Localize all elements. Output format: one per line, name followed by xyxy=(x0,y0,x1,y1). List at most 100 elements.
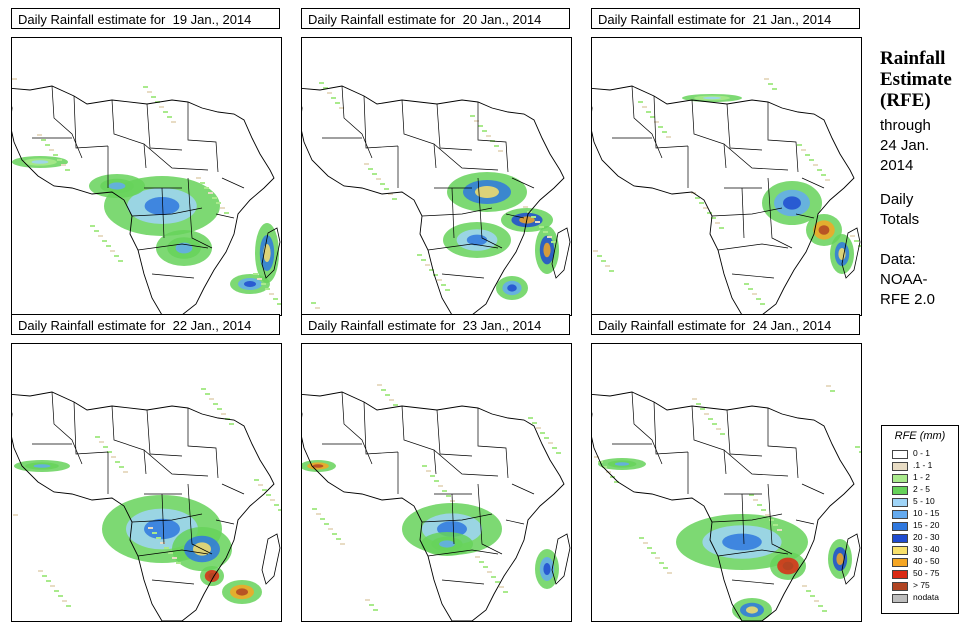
country-border xyxy=(215,213,235,219)
panel-24-jan: Daily Rainfall estimate for 24 Jan., 201… xyxy=(591,314,862,622)
source-line2: RFE 2.0 xyxy=(880,291,936,308)
legend-label: .1 - 1 xyxy=(913,460,933,470)
legend-label: 40 - 50 xyxy=(913,556,940,566)
madagascar-outline xyxy=(261,227,281,279)
country-border xyxy=(341,85,373,159)
panel-20-jan: Daily Rainfall estimate for 20 Jan., 201… xyxy=(301,8,572,316)
madagascar-outline xyxy=(261,533,281,585)
legend-swatch xyxy=(892,582,908,591)
country-border xyxy=(723,143,789,171)
panel-21-jan: Daily Rainfall estimate for 21 Jan., 201… xyxy=(591,8,862,316)
country-border xyxy=(421,207,493,217)
country-border xyxy=(741,493,745,545)
country-border xyxy=(73,401,109,455)
country-border xyxy=(51,85,83,159)
country-border xyxy=(433,449,499,477)
country-border xyxy=(711,207,783,217)
map-19-jan xyxy=(11,37,282,316)
rainfall-field xyxy=(12,78,281,305)
country-border xyxy=(151,579,195,585)
country-border xyxy=(131,513,203,523)
product-title-line3: (RFE) xyxy=(880,90,931,111)
through-date-line1: 24 Jan. xyxy=(880,137,930,154)
rainfall-field xyxy=(311,82,559,309)
panel-title: Daily Rainfall estimate for 21 Jan., 201… xyxy=(591,8,860,29)
country-border xyxy=(505,213,525,219)
madagascar-outline xyxy=(841,533,861,585)
legend-swatch xyxy=(892,498,908,507)
data-label: Data: xyxy=(880,251,916,268)
country-border xyxy=(451,493,455,545)
through-date: through 24 Jan. 2014 xyxy=(880,116,964,176)
rfe-legend: RFE (mm) 0 - 1 .1 - 1 1 - 2 2 - 5 5 - 10 10 -… xyxy=(881,425,959,614)
country-border xyxy=(215,519,235,525)
period-line2: Totals xyxy=(880,211,920,228)
legend-label: 0 - 1 xyxy=(913,448,931,458)
country-border xyxy=(111,99,147,169)
panel-19-jan: Daily Rainfall estimate for 19 Jan., 201… xyxy=(11,8,282,316)
madagascar-outline xyxy=(841,227,861,279)
country-border xyxy=(436,103,473,151)
country-border xyxy=(146,409,183,457)
country-border xyxy=(511,483,535,495)
country-border xyxy=(137,549,209,557)
period-line1: Daily xyxy=(880,191,914,208)
map-23-jan xyxy=(301,343,572,622)
country-border xyxy=(137,243,209,251)
rainfall-field xyxy=(594,385,861,621)
country-border xyxy=(143,449,209,477)
country-border xyxy=(441,579,485,585)
legend-label: 15 - 20 xyxy=(913,520,940,530)
legend-title: RFE (mm) xyxy=(894,430,946,442)
legend-swatch xyxy=(892,462,908,471)
panel-title: Daily Rainfall estimate for 23 Jan., 201… xyxy=(301,314,570,335)
legend-label: 50 - 75 xyxy=(913,568,940,578)
country-border xyxy=(631,391,663,465)
legend-label: > 75 xyxy=(913,580,930,590)
country-border xyxy=(505,519,525,525)
legend-swatch xyxy=(892,534,908,543)
legend-label: 10 - 15 xyxy=(913,508,940,518)
country-border xyxy=(427,549,499,557)
country-border xyxy=(477,102,509,173)
through-date-line2: 2014 xyxy=(880,157,914,174)
country-border xyxy=(653,95,689,149)
map-24-jan xyxy=(591,343,862,622)
country-border xyxy=(717,549,789,557)
madagascar-outline xyxy=(551,227,571,279)
country-border xyxy=(146,103,183,151)
country-border xyxy=(477,177,503,249)
country-border xyxy=(187,102,219,173)
country-border xyxy=(795,519,815,525)
country-border xyxy=(401,405,437,475)
country-border xyxy=(731,579,775,585)
country-border xyxy=(187,408,219,479)
panel-title: Daily Rainfall estimate for 19 Jan., 201… xyxy=(11,8,280,29)
legend-swatch xyxy=(892,486,908,495)
country-border xyxy=(433,143,499,171)
country-border xyxy=(477,483,503,555)
country-border xyxy=(767,483,793,555)
country-border xyxy=(767,102,799,173)
country-border xyxy=(161,493,165,545)
country-border xyxy=(511,177,535,189)
product-title-line1: Rainfall xyxy=(880,48,946,69)
legend-swatch xyxy=(892,546,908,555)
product-title: Rainfall Estimate (RFE) xyxy=(880,48,960,111)
legend-swatch xyxy=(892,558,908,567)
rainfall-field xyxy=(593,78,861,305)
map-20-jan xyxy=(301,37,572,316)
legend-swatch xyxy=(892,570,908,579)
country-border xyxy=(421,513,493,523)
country-border xyxy=(691,405,727,475)
legend-swatch xyxy=(892,510,908,519)
country-border xyxy=(341,391,373,465)
country-border xyxy=(151,273,195,279)
country-border xyxy=(801,483,825,495)
country-border xyxy=(717,243,789,251)
country-border xyxy=(51,391,83,465)
legend-swatch xyxy=(892,522,908,531)
coastline xyxy=(12,85,275,315)
legend-label: nodata xyxy=(913,592,939,602)
map-21-jan xyxy=(591,37,862,316)
